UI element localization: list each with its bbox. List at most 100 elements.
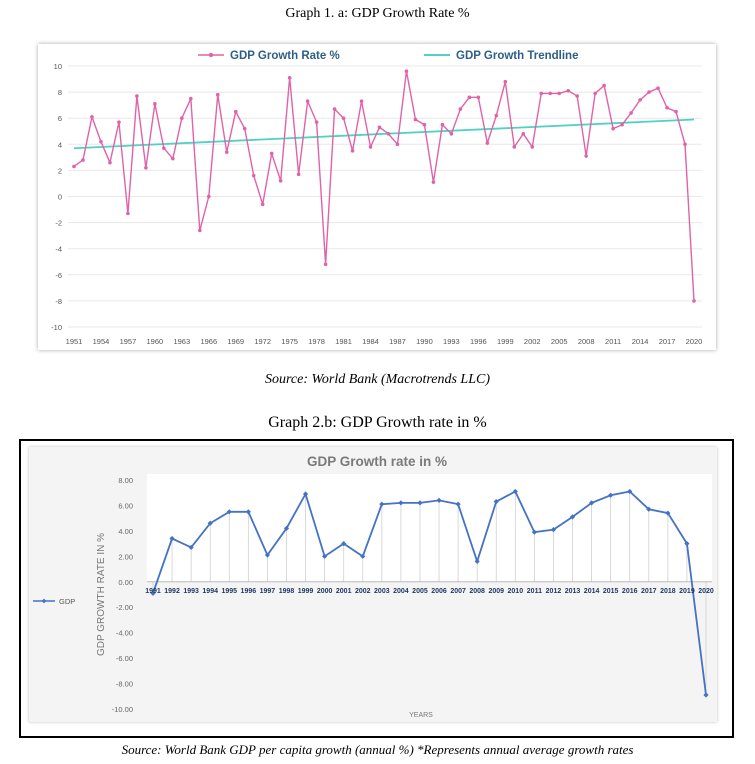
chart1-data-point <box>521 132 526 136</box>
chart2-x-tick-label: 2009 <box>488 588 504 595</box>
chart1-y-tick-label: 10 <box>54 62 62 71</box>
chart1-x-tick-label: 2017 <box>659 337 676 346</box>
chart2-x-tick-label: 1997 <box>260 588 276 595</box>
chart1-data-point <box>422 122 427 127</box>
chart2-legend-marker <box>41 598 47 604</box>
chart1-data-point <box>171 156 175 161</box>
chart1-data-point <box>431 180 436 184</box>
graph2-caption: Graph 2.b: GDP Growth rate in % <box>268 414 487 431</box>
chart2-y-axis-label: GDP GROWTH RATE IN % <box>96 533 107 656</box>
chart1-data-point <box>647 90 651 94</box>
chart2-data-point <box>322 553 328 559</box>
chart1-x-tick-label: 1996 <box>470 337 487 346</box>
chart2-data-point <box>608 492 614 498</box>
chart2-x-tick-label: 2000 <box>317 588 333 595</box>
chart2-x-tick-label: 2012 <box>546 588 562 595</box>
chart1-data-point <box>530 145 535 149</box>
chart1-data-point <box>566 88 571 93</box>
chart1-legend-label-trend: GDP Growth Trendline <box>456 50 578 62</box>
chart2-data-point <box>455 501 461 507</box>
chart2-x-tick-label: 2014 <box>584 588 600 595</box>
chart1-series-line <box>73 71 695 301</box>
chart2-x-tick-label: 2003 <box>374 588 390 595</box>
chart2-x-tick-label: 2004 <box>393 588 409 595</box>
chart1-data-point <box>108 160 112 165</box>
chart2-y-tick-label: 0.00 <box>118 578 133 587</box>
chart1-data-point <box>305 99 310 104</box>
chart2-y-tick-label: 2.00 <box>118 552 133 561</box>
chart2-data-point <box>207 520 213 526</box>
chart1-data-point <box>656 86 660 90</box>
chart1-data-point <box>512 145 517 149</box>
chart1-data-point <box>314 120 319 124</box>
chart1-y-tick-label: 2 <box>58 166 62 175</box>
chart2-x-tick-label: 2005 <box>412 588 428 595</box>
chart1-data-point <box>296 172 301 177</box>
chart1-legend-label-gdp: GDP Growth Rate % <box>230 50 340 62</box>
chart2-y-tick-label: -2.00 <box>116 603 133 612</box>
chart2-x-tick-label: 1995 <box>221 588 237 595</box>
chart1-data-point <box>404 69 409 74</box>
chart1-data-point <box>413 117 418 122</box>
chart1-x-tick-label: 2020 <box>686 337 703 346</box>
chart1-y-tick-label: -2 <box>55 219 62 228</box>
chart2-data-point <box>531 529 537 535</box>
chart1-y-tick-label: 0 <box>58 193 62 202</box>
chart2-x-tick-label: 2016 <box>622 588 638 595</box>
chart2-data-point <box>512 488 518 495</box>
chart2-series-line <box>152 490 707 696</box>
chart2-x-tick-label: 1996 <box>241 588 257 595</box>
chart1-data-point <box>539 91 544 96</box>
chart2-x-tick-label: 2007 <box>450 588 466 595</box>
chart2-y-tick-label: 4.00 <box>118 527 133 536</box>
gdp-growth-chart-2: GDP Growth rate in % 8.00 6.00 4.00 2.00 0.00… <box>29 447 717 722</box>
chart1-data-point <box>368 145 373 149</box>
chart1-y-tick-label: -4 <box>55 245 62 254</box>
chart1-data-point <box>503 79 508 84</box>
chart1-data-point <box>224 150 229 154</box>
graph1-caption: Graph 1. a: GDP Growth Rate % <box>285 6 470 21</box>
chart1-data-point <box>665 105 669 110</box>
chart1-data-point <box>674 109 678 114</box>
chart1-data-point <box>449 132 454 136</box>
chart1-data-point <box>575 94 579 98</box>
chart1-data-point <box>584 154 588 158</box>
chart1-data-point <box>683 142 687 147</box>
chart2-x-tick-label: 2019 <box>679 588 695 595</box>
chart1-x-tick-label: 1981 <box>335 337 352 346</box>
chart2-title: GDP Growth rate in % <box>307 454 447 469</box>
gdp-growth-chart-1: 10 8 6 4 2 0 -2 -4 -6 -8 -10 1951 1954 1957 1960 1963 19… <box>38 44 716 350</box>
chart1-data-point <box>602 83 606 88</box>
chart2-y-tick-label: -10.00 <box>112 705 133 714</box>
chart1-data-point <box>287 75 292 80</box>
chart1-data-point <box>395 142 400 147</box>
chart1-y-tick-label: 6 <box>58 114 62 123</box>
chart2-y-tick-label: -8.00 <box>116 680 133 689</box>
chart1-y-tick-label: -10 <box>51 323 62 332</box>
chart2-x-tick-label: 1994 <box>202 588 218 595</box>
chart1-data-point <box>126 211 130 216</box>
chart1-x-tick-label: 2011 <box>605 337 621 346</box>
chart1-data-point <box>548 91 553 96</box>
chart1-y-tick-label: 8 <box>58 88 62 97</box>
chart1-data-point <box>332 107 337 111</box>
chart1-data-point <box>494 113 499 118</box>
chart1-y-tick-label: -6 <box>55 271 62 280</box>
chart2-data-point <box>493 499 499 505</box>
chart2-data-point <box>302 491 309 497</box>
chart1-data-point <box>629 111 633 115</box>
chart1-data-point <box>135 94 139 98</box>
chart1-data-point <box>359 99 364 104</box>
chart1-x-tick-label: 2005 <box>551 337 568 346</box>
chart1-data-point <box>278 179 283 183</box>
chart1-x-tick-label: 1957 <box>120 337 137 346</box>
chart1-x-tick-label: 1963 <box>173 337 190 346</box>
chart1-data-point <box>153 102 157 106</box>
chart1-data-point <box>251 173 256 178</box>
chart2-x-tick-label: 2002 <box>355 588 371 595</box>
chart1-data-point <box>692 299 696 303</box>
chart2-x-tick-label: 2015 <box>603 588 619 595</box>
chart1-data-point <box>72 164 76 169</box>
chart1-x-tick-label: 1972 <box>254 337 271 346</box>
chart2-x-tick-label: 1991 <box>145 588 161 595</box>
